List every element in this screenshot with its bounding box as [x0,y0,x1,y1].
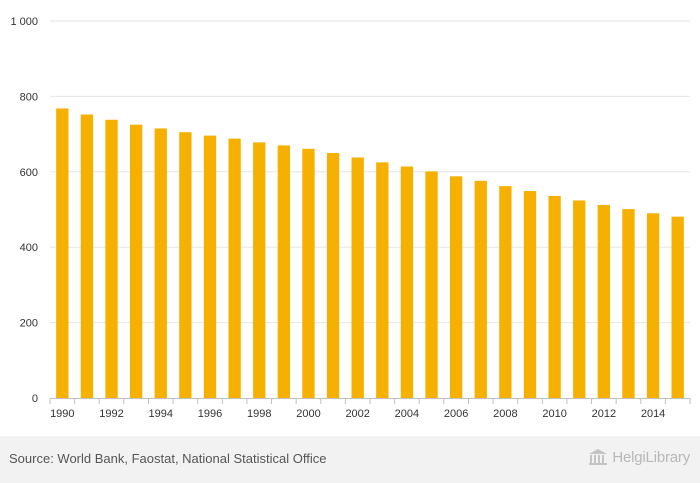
x-tick-label-2012: 2012 [592,408,616,420]
bar-2002 [351,157,364,398]
bar-2007 [474,180,487,398]
bar-1991 [80,114,94,398]
bar-2012 [597,204,610,398]
x-tick-label-1990: 1990 [50,408,74,420]
bar-1999 [277,145,290,398]
y-tick-label-1000: 1 000 [10,16,38,28]
x-tick-label-2010: 2010 [542,408,566,420]
chart-footer: Source: World Bank, Faostat, National St… [0,436,700,483]
x-tick-label-1998: 1998 [247,408,271,420]
library-building-icon [588,448,608,466]
bar-2011 [573,200,586,398]
bar-2001 [326,152,340,398]
bar-2003 [376,162,389,398]
y-tick-label-0: 0 [32,393,38,405]
bar-1993 [130,124,143,399]
bar-1998 [253,142,266,398]
y-tick-label-600: 600 [20,167,38,179]
x-tick-label-2006: 2006 [444,408,468,420]
bar-2004 [400,166,414,398]
x-tick-label-2008: 2008 [493,408,517,420]
x-tick-label-1992: 1992 [99,408,123,420]
bar-2015 [671,216,684,398]
y-tick-label-400: 400 [20,242,38,254]
bar-2010 [548,195,561,398]
bar-2000 [302,148,315,398]
bar-2006 [450,176,463,398]
bar-chart: 0 200 400 600 800 1 000 1990 1992 1994 1996 1998 20… [10,16,691,420]
source-note: Source: World Bank, Faostat, National St… [9,451,327,466]
bar-1997 [228,138,241,398]
bar-1996 [203,135,217,398]
bar-2005 [425,171,438,398]
y-tick-label-200: 200 [20,318,38,330]
x-tick-label-2002: 2002 [345,408,369,420]
bar-1992 [105,119,118,399]
bar-2008 [499,186,512,398]
bar-2009 [523,191,537,398]
brand-name: HelgiLibrary [612,448,690,466]
bar-1994 [154,128,167,398]
x-tick-label-1994: 1994 [149,408,173,420]
bar-2014 [646,213,660,398]
bar-1990 [56,108,69,399]
x-tick-label-2004: 2004 [395,408,419,420]
bar-2013 [622,209,635,398]
y-tick-label-800: 800 [20,91,38,103]
x-tick-label-2014: 2014 [641,408,665,420]
brand-logo[interactable]: HelgiLibrary [588,448,690,466]
x-tick-label-2000: 2000 [296,408,320,420]
bar-1995 [179,132,192,398]
x-tick-label-1996: 1996 [198,408,222,420]
